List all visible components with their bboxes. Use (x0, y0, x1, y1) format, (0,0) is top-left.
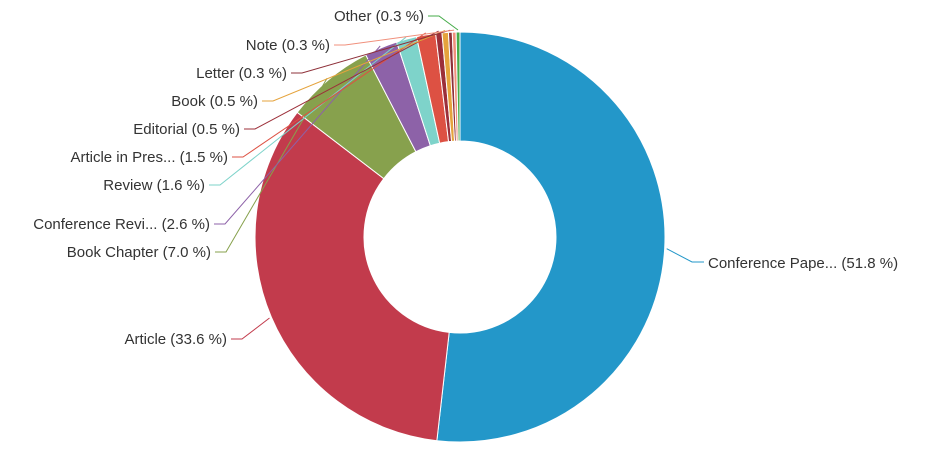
leader-line-letter (291, 29, 451, 74)
leader-line-note (334, 29, 455, 46)
leader-line-article-in-press (232, 32, 426, 158)
leader-line-editorial (244, 30, 439, 130)
slice-label-editorial: Editorial (0.5 %) (133, 121, 240, 138)
leader-line-other (428, 15, 459, 31)
slice-label-conference-review: Conference Revi... (2.6 %) (33, 216, 210, 233)
leader-line-conference-paper (666, 248, 704, 263)
slice-other[interactable] (455, 31, 461, 142)
slice-label-other: Other (0.3 %) (334, 8, 424, 25)
leader-line-book (262, 30, 446, 102)
slice-label-book-chapter: Book Chapter (7.0 %) (67, 244, 211, 261)
leader-line-review (209, 36, 407, 186)
slice-label-review: Review (1.6 %) (103, 177, 205, 194)
slice-label-conference-paper: Conference Pape... (51.8 %) (708, 255, 898, 272)
slice-label-note: Note (0.3 %) (246, 37, 330, 54)
slice-label-book: Book (0.5 %) (171, 93, 258, 110)
leader-line-conference-review (214, 45, 381, 225)
slice-label-letter: Letter (0.3 %) (196, 65, 287, 82)
leader-line-article (231, 317, 270, 340)
slice-article[interactable] (254, 111, 450, 442)
slice-conference-paper[interactable] (436, 31, 666, 443)
slice-label-article: Article (33.6 %) (124, 331, 227, 348)
leader-line-book-chapter (215, 78, 328, 253)
slice-label-article-in-press: Article in Pres... (1.5 %) (70, 149, 228, 166)
